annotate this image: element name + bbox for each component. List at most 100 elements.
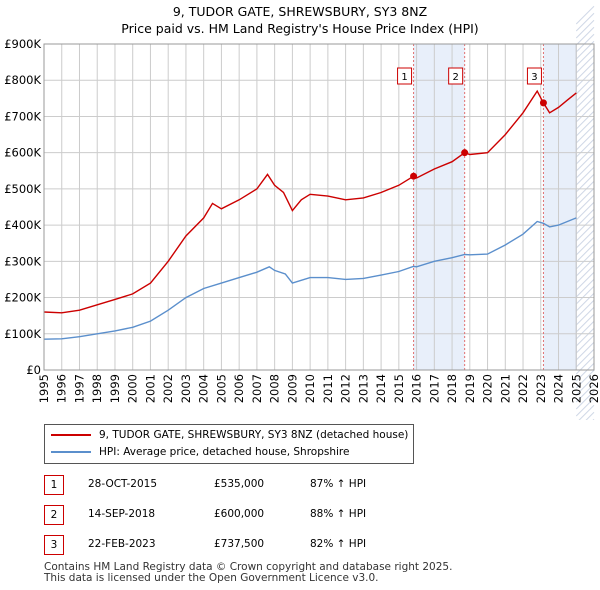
chart-subtitle: Price paid vs. HM Land Registry's House … [121,21,479,36]
hatch-line [575,131,595,151]
hatch-line [575,47,595,67]
x-tick-label: 2021 [498,374,512,403]
hatch-line [575,33,595,53]
x-tick-label: 1996 [55,374,69,403]
legend-label-property: 9, TUDOR GATE, SHREWSBURY, SY3 8NZ (deta… [99,429,409,441]
hatch-line [575,369,595,389]
x-tick-label: 2002 [161,374,175,403]
legend-swatch-property [51,434,91,436]
hatch-line [575,117,595,137]
shade-period-1 [413,44,465,370]
sale-point-1 [410,172,418,180]
hatch-line [578,404,595,420]
sale-point-2 [461,149,469,157]
hatch-line [575,250,595,270]
hatch-line [575,194,595,214]
hatch-line [575,5,595,25]
hatch-line [575,334,595,354]
sale-hpi-2: 88% ↑ HPI [310,508,367,520]
hatch-line [575,96,595,116]
hatch-line [575,306,595,326]
legend-item-property: 9, TUDOR GATE, SHREWSBURY, SY3 8NZ (deta… [51,427,408,443]
hatch-line [575,187,595,207]
hatch-line [575,236,595,256]
sale-marker-label-3: 3 [531,72,537,83]
sale-hpi-1: 87% ↑ HPI [310,478,367,490]
hatch-line [575,54,595,74]
x-tick-label: 2013 [356,374,370,403]
legend-swatch-hpi [51,451,91,453]
y-tick-label: £700K [4,109,41,123]
hatch-line [575,243,595,263]
x-tick-label: 1999 [108,374,122,403]
hatch-line [575,271,595,291]
future-hatch [575,5,595,420]
sale-badge-2: 2 [44,505,64,525]
x-tick-label: 1998 [90,374,104,403]
y-tick-label: £600K [4,146,41,160]
hatch-line [575,229,595,249]
sale-point-3 [539,99,547,107]
x-tick-label: 2004 [197,374,211,403]
sale-badge-3: 3 [44,535,64,555]
sale-price-3: £737,500 [214,538,265,550]
y-tick-label: £400K [4,218,41,232]
plot-background [44,44,594,370]
sale-badge-1: 1 [44,475,64,495]
hatch-line [575,348,595,368]
legend-label-hpi: HPI: Average price, detached house, Shro… [99,446,350,458]
hatch-line [575,285,595,305]
sale-marker-label-2: 2 [452,72,458,83]
sale-date-1: 28-OCT-2015 [88,478,157,490]
y-tick-label: £300K [4,254,41,268]
series-line-property [43,89,577,314]
hatch-line [575,138,595,158]
x-tick-label: 2012 [339,374,353,403]
hatch-line [575,124,595,144]
x-tick-label: 2001 [143,374,157,403]
x-tick-label: 2018 [445,374,459,403]
x-tick-label: 2008 [268,374,282,403]
price-chart: £0 £100K £200K £300K £400K £500K £600K £700K £80… [4,5,600,420]
y-tick-label: £200K [4,291,41,305]
footer-license: This data is licensed under the Open Gov… [44,572,379,584]
x-tick-label: 2000 [126,374,140,403]
sale-marker-box-2 [448,67,464,85]
hatch-line [575,82,595,102]
x-tick-label: 2007 [250,374,264,403]
hatch-line [575,68,595,88]
hatch-line [575,75,595,95]
hatch-line [575,201,595,221]
hatch-line [575,26,595,46]
hatch-line [575,376,595,396]
hatch-line [575,103,595,123]
x-tick-label: 2015 [392,374,406,403]
x-tick-label: 2019 [463,374,477,403]
x-tick-label: 2017 [427,374,441,403]
future-region [576,44,594,370]
hatch-line [575,12,595,32]
hatch-line [575,180,595,200]
hatch-line [575,208,595,228]
legend-item-hpi: HPI: Average price, detached house, Shro… [51,444,349,460]
x-tick-label: 2010 [303,374,317,403]
sale-price-2: £600,000 [214,508,265,520]
hatch-line [575,299,595,319]
y-tick-label: £100K [4,327,41,341]
hatch-line [575,152,595,172]
y-tick-label: £500K [4,182,41,196]
x-tick-label: 2003 [179,374,193,403]
sale-marker-box-3 [526,67,542,85]
hatch-line [575,292,595,312]
sale-date-3: 22-FEB-2023 [88,538,156,550]
x-tick-label: 2020 [481,374,495,403]
x-tick-label: 2011 [321,374,335,403]
sale-marker-label-1: 1 [401,72,407,83]
hatch-line [575,362,595,382]
sale-date-2: 14-SEP-2018 [88,508,156,520]
hatch-line [575,110,595,130]
hatch-line [575,264,595,284]
x-tick-label: 2006 [232,374,246,403]
shade-period-3 [543,44,577,370]
x-tick-label: 2025 [569,374,583,403]
